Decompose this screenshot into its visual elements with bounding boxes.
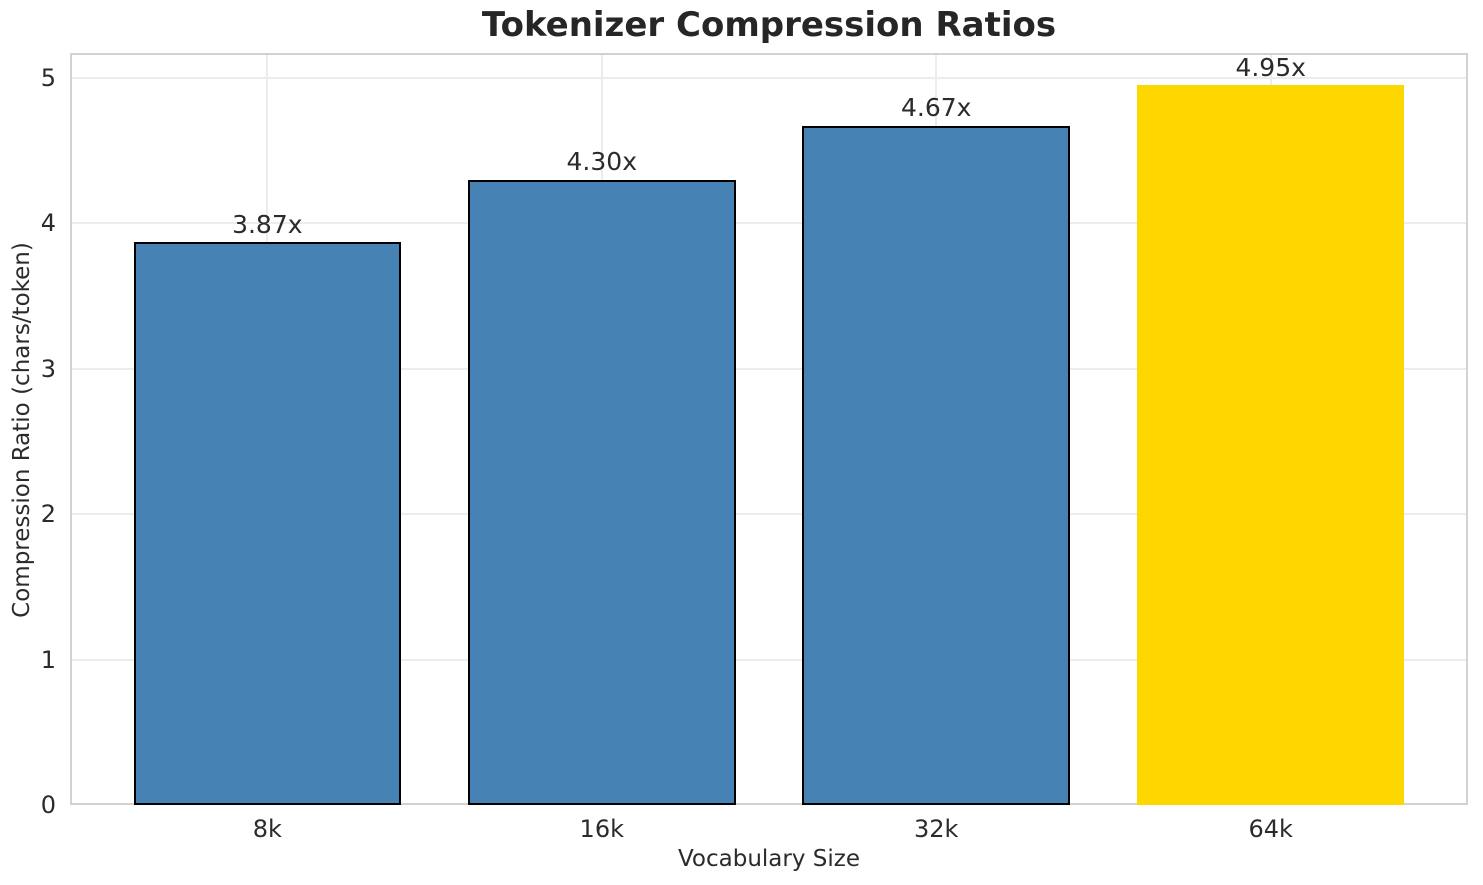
- axis-spine-right: [1466, 53, 1468, 805]
- chart-title: Tokenizer Compression Ratios: [481, 5, 1057, 45]
- axis-spine-left: [70, 53, 72, 805]
- axis-spine-bottom: [70, 803, 1468, 805]
- y-tick-label: 3: [40, 354, 56, 383]
- h-gridline: [70, 658, 1468, 661]
- y-tick-label: 0: [40, 791, 56, 819]
- x-tick-label: 64k: [1248, 815, 1293, 843]
- bar-8k: [133, 242, 402, 805]
- x-tick-label: 8k: [252, 815, 282, 843]
- y-tick-label: 4: [40, 209, 56, 238]
- plot-area: 3.87x 4.30x 4.67x 4.95x: [70, 53, 1468, 805]
- h-gridline: [70, 513, 1468, 516]
- axis-spine-top: [70, 53, 1468, 55]
- y-tick-label: 5: [40, 63, 56, 92]
- bar-value-label: 3.87x: [232, 209, 303, 239]
- y-tick-label: 2: [40, 500, 56, 529]
- x-tick-label: 16k: [579, 815, 624, 843]
- bar-value-label: 4.67x: [900, 93, 972, 123]
- x-axis-label: Vocabulary Size: [677, 846, 860, 872]
- h-gridline: [70, 76, 1468, 79]
- bar-value-label: 4.95x: [1235, 52, 1306, 82]
- h-gridline: [70, 222, 1468, 225]
- y-tick-label: 1: [40, 645, 56, 674]
- bar-32k: [802, 125, 1070, 805]
- bar-64k: [1136, 85, 1405, 805]
- y-axis-label: Compression Ratio (chars/token): [9, 242, 35, 618]
- bar-16k: [467, 179, 736, 805]
- h-gridline: [70, 367, 1468, 370]
- bar-value-label: 4.30x: [566, 147, 637, 177]
- x-tick-label: 32k: [914, 815, 959, 843]
